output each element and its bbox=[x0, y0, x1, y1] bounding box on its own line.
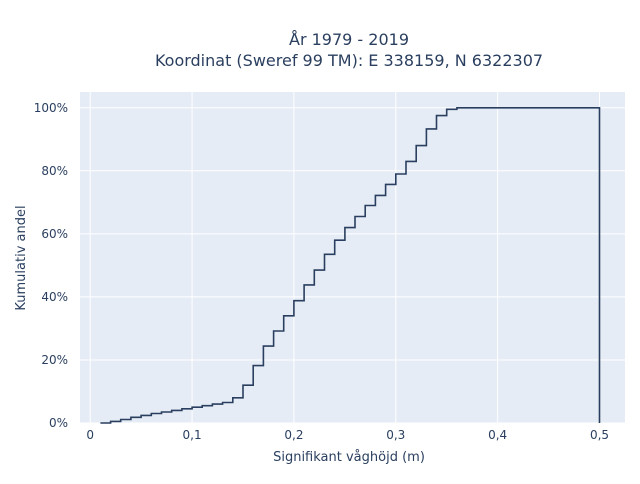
chart-title-line-2: Koordinat (Sweref 99 TM): E 338159, N 63… bbox=[155, 51, 543, 70]
x-axis-label: Signifikant våghöjd (m) bbox=[273, 450, 425, 465]
y-tick-label: 60% bbox=[41, 227, 68, 241]
series-layer bbox=[100, 107, 601, 424]
y-axis-label: Kumulativ andel bbox=[14, 205, 29, 310]
y-tick-label: 0% bbox=[49, 416, 68, 430]
y-tick-label: 20% bbox=[41, 353, 68, 367]
ecdf-step-line bbox=[100, 107, 601, 424]
y-tick-label: 80% bbox=[41, 164, 68, 178]
x-tick-label: 0 bbox=[86, 428, 94, 442]
x-tick-label: 0,2 bbox=[284, 428, 303, 442]
chart-title-line-1: År 1979 - 2019 bbox=[289, 30, 409, 49]
x-tick-label: 0,1 bbox=[183, 428, 202, 442]
y-tick-labels: 0% 20% 40% 60% 80% 100% bbox=[34, 101, 68, 430]
x-tick-label: 0,5 bbox=[590, 428, 609, 442]
y-tick-label: 40% bbox=[41, 290, 68, 304]
x-tick-labels: 0 0,1 0,2 0,3 0,4 0,5 bbox=[86, 428, 609, 442]
plot-area bbox=[80, 92, 625, 423]
x-tick-label: 0,4 bbox=[488, 428, 507, 442]
x-tick-label: 0,3 bbox=[386, 428, 405, 442]
y-tick-label: 100% bbox=[34, 101, 68, 115]
